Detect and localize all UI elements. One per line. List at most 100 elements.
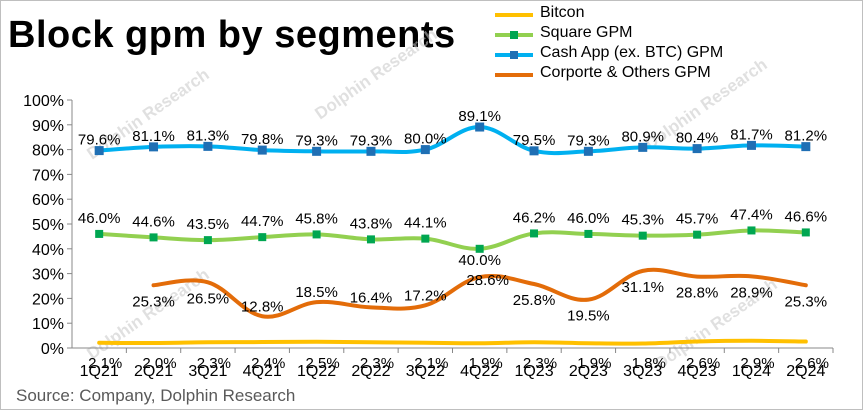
data-label: 81.1% [132, 128, 175, 145]
data-labels: 2.1% 2.0% 2.3% 2.4% 2.5% 2.3% 2.1% 1.9% 2.3% 1.9%… [78, 108, 829, 372]
data-label: 2.4% [251, 355, 285, 372]
legend-label-cash-app: Cash App (ex. BTC) GPM [540, 44, 724, 61]
data-point-marker [312, 146, 322, 156]
data-label: 81.7% [730, 126, 773, 143]
x-tick-label: 3Q21 [188, 363, 227, 380]
data-point-marker [692, 144, 702, 154]
data-point-marker [747, 226, 756, 235]
data-point-marker [801, 228, 810, 237]
x-tick-label: 4Q22 [460, 363, 499, 380]
data-point-marker [258, 233, 267, 242]
x-tick-label: 4Q23 [678, 363, 717, 380]
data-label: 45.3% [621, 212, 664, 229]
legend-label-corporate: Corporte & Others GPM [540, 64, 711, 81]
data-point-marker [746, 140, 756, 150]
data-label: 18.5% [295, 284, 338, 301]
y-tick-label: 70% [32, 167, 64, 184]
data-label: 26.5% [187, 290, 230, 307]
legend-swatch-bitcon [495, 13, 533, 17]
x-tick-label: 2Q24 [786, 363, 825, 380]
data-label: 79.5% [513, 132, 556, 149]
data-point-marker [421, 234, 430, 243]
data-label: 79.3% [350, 132, 393, 149]
data-label: 2.6% [795, 355, 829, 372]
data-label: 43.8% [350, 215, 393, 232]
legend-swatch-corporate [495, 73, 533, 77]
data-label: 2.6% [686, 355, 720, 372]
data-label: 19.5% [567, 308, 610, 325]
data-point-marker [149, 142, 159, 152]
x-tick-label: 3Q23 [623, 363, 662, 380]
data-point-marker [583, 146, 593, 156]
data-label: 80.0% [404, 131, 447, 148]
data-point-marker [94, 146, 104, 156]
y-tick-label: 80% [32, 143, 64, 160]
axes: 0% 10% 20% 30% 40% 50% 60% 70% 80% 90% 100% 1Q21 2Q2… [23, 93, 834, 380]
chart-title: Block gpm by segments [8, 14, 456, 56]
data-point-marker [203, 141, 213, 151]
data-label: 28.6% [466, 272, 509, 289]
watermarks: Dolphin Research Dolphin Research Dolphi… [83, 25, 780, 373]
y-tick-label: 0% [41, 341, 64, 358]
x-tick-label: 1Q21 [80, 363, 119, 380]
data-label: 28.8% [676, 285, 719, 302]
data-label: 25.8% [513, 292, 556, 309]
data-label: 89.1% [458, 108, 501, 125]
data-point-marker [420, 145, 430, 155]
data-point-marker [475, 244, 484, 253]
data-label: 2.5% [306, 355, 340, 372]
data-point-marker [530, 229, 539, 238]
data-label: 2.0% [142, 355, 176, 372]
y-tick-label: 20% [32, 291, 64, 308]
data-label: 44.1% [404, 215, 447, 232]
data-label: 17.2% [404, 287, 447, 304]
data-label: 79.3% [295, 132, 338, 149]
y-tick-label: 60% [32, 192, 64, 209]
x-tick-label: 2Q22 [351, 363, 390, 380]
data-label: 46.0% [567, 210, 610, 227]
legend-label-square: Square GPM [540, 24, 633, 41]
data-label: 46.2% [513, 209, 556, 226]
data-label: 12.8% [241, 298, 284, 315]
data-label: 2.3% [197, 355, 231, 372]
data-point-marker [203, 236, 212, 245]
data-label: 2.1% [88, 355, 122, 372]
legend-marker-cash-app [510, 51, 518, 59]
x-tick-label: 2Q21 [134, 363, 173, 380]
data-label: 81.3% [187, 127, 230, 144]
y-tick-label: 90% [32, 118, 64, 135]
data-label: 80.4% [676, 130, 719, 147]
data-label: 79.6% [78, 132, 121, 149]
x-tick-label: 3Q22 [406, 363, 445, 380]
data-label: 2.1% [414, 355, 448, 372]
data-label: 1.9% [577, 355, 611, 372]
data-label: 45.8% [295, 210, 338, 227]
source-note: Source: Company, Dolphin Research [16, 386, 296, 405]
x-tick-label: 4Q21 [243, 363, 282, 380]
data-point-marker [801, 142, 811, 152]
watermark: Dolphin Research [311, 25, 440, 123]
data-label: 46.6% [785, 208, 828, 225]
y-tick-label: 40% [32, 242, 64, 259]
data-point-marker [366, 146, 376, 156]
legend-marker-square [510, 31, 518, 39]
data-label: 47.4% [730, 206, 773, 223]
legend-label-bitcon: Bitcon [540, 4, 585, 21]
data-label: 1.9% [469, 355, 503, 372]
y-tick-label: 10% [32, 316, 64, 333]
data-point-marker [475, 122, 485, 132]
data-label: 45.7% [676, 211, 719, 228]
cash-app-gpm-line [97, 125, 808, 156]
data-label: 2.3% [523, 355, 557, 372]
y-tick-label: 50% [32, 217, 64, 234]
bitcon-line [97, 338, 808, 346]
data-label: 28.9% [730, 284, 773, 301]
data-label: 31.1% [621, 279, 664, 296]
data-label: 44.6% [132, 213, 175, 230]
data-point-marker [584, 229, 593, 238]
data-label: 44.7% [241, 213, 284, 230]
square-gpm-line [97, 228, 808, 251]
data-label: 79.3% [567, 132, 610, 149]
x-tick-label: 1Q22 [297, 363, 336, 380]
